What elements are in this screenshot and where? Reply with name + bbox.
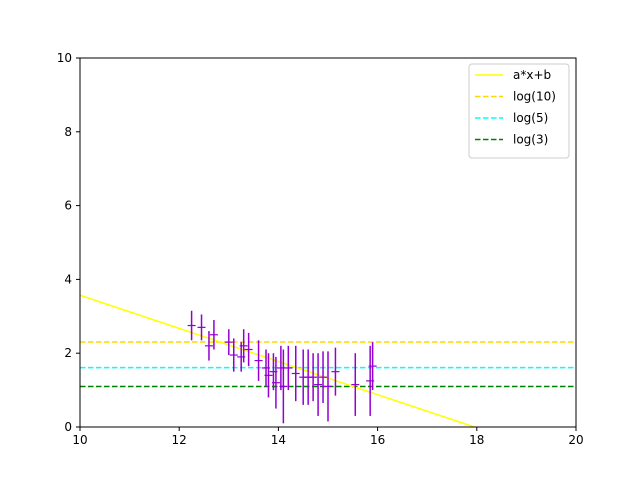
y-tick-label: 2 — [64, 346, 72, 360]
data-point — [324, 351, 332, 422]
data-point — [284, 345, 293, 391]
x-tick-label: 12 — [172, 433, 187, 447]
data-point — [368, 342, 377, 391]
legend-label: log(3) — [513, 133, 548, 147]
legend-box — [468, 63, 570, 159]
data-point — [197, 314, 206, 341]
y-tick-label: 6 — [64, 199, 72, 213]
data-point — [209, 319, 218, 350]
data-point — [314, 353, 323, 416]
data-point — [331, 347, 340, 396]
data-point — [229, 338, 238, 372]
fit-line — [80, 294, 475, 427]
data-point — [309, 353, 318, 402]
legend-label: log(10) — [513, 90, 556, 104]
data-point — [224, 329, 233, 356]
data-point — [239, 329, 248, 363]
data-point — [351, 353, 360, 416]
data-point — [254, 340, 263, 381]
data-point — [244, 332, 253, 367]
data-point — [271, 356, 280, 409]
data-point — [264, 353, 273, 398]
x-tick-label: 18 — [469, 433, 484, 447]
data-point — [291, 345, 300, 402]
data-point — [279, 349, 288, 424]
axes: 10 12 14 16 18 20 0 2 4 6 8 10 — [57, 51, 584, 447]
legend: a*x+b log(10) log(5) log(3) — [468, 63, 570, 159]
x-tick-label: 16 — [370, 433, 385, 447]
x-tick-label: 20 — [568, 433, 583, 447]
plot-area — [80, 294, 576, 427]
legend-label: a*x+b — [513, 68, 551, 82]
x-tick-label: 14 — [271, 433, 286, 447]
x-tick-label: 10 — [72, 433, 87, 447]
y-tick-label: 10 — [57, 51, 72, 65]
data-point — [204, 331, 213, 361]
y-tick-label: 8 — [64, 125, 72, 139]
y-tick-label: 0 — [64, 420, 72, 434]
y-tick-label: 4 — [64, 272, 72, 286]
data-point — [187, 310, 196, 341]
legend-label: log(5) — [513, 111, 548, 125]
data-point — [319, 351, 328, 404]
axes-frame — [79, 57, 577, 428]
